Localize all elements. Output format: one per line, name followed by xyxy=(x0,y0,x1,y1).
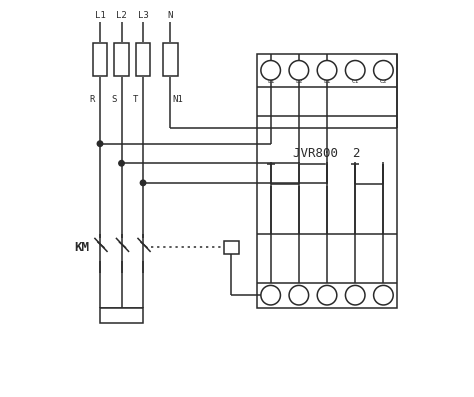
Circle shape xyxy=(289,285,309,305)
Bar xyxy=(100,308,143,324)
Circle shape xyxy=(261,285,281,305)
Circle shape xyxy=(317,60,337,80)
Text: 14: 14 xyxy=(267,285,274,290)
Text: T: T xyxy=(133,95,138,104)
Text: L2: L2 xyxy=(116,12,127,20)
Bar xyxy=(136,43,150,76)
Bar xyxy=(93,43,107,76)
Bar xyxy=(224,241,238,254)
Circle shape xyxy=(289,60,309,80)
Text: L1: L1 xyxy=(95,12,105,20)
Text: 12: 12 xyxy=(323,285,331,290)
Circle shape xyxy=(346,285,365,305)
Circle shape xyxy=(119,160,124,166)
Text: L1: L1 xyxy=(323,79,331,84)
Circle shape xyxy=(140,180,146,185)
Circle shape xyxy=(374,60,393,80)
Circle shape xyxy=(261,60,281,80)
Circle shape xyxy=(346,60,365,80)
Text: L3: L3 xyxy=(137,12,148,20)
Bar xyxy=(256,54,398,308)
Text: N1: N1 xyxy=(173,95,183,104)
Text: S: S xyxy=(111,95,117,104)
Text: 22: 22 xyxy=(380,285,387,290)
Text: C1: C1 xyxy=(351,79,359,84)
Text: 11: 11 xyxy=(295,285,302,290)
Text: R: R xyxy=(90,95,95,104)
Text: KM: KM xyxy=(226,243,236,252)
Circle shape xyxy=(317,285,337,305)
Bar xyxy=(115,43,128,76)
Text: L1: L1 xyxy=(267,79,274,84)
Text: LOAD: LOAD xyxy=(110,311,133,321)
Text: 21: 21 xyxy=(351,285,359,290)
Text: N: N xyxy=(168,12,173,20)
Text: L2: L2 xyxy=(295,79,302,84)
Text: KM: KM xyxy=(74,241,90,254)
Text: JVR800  2: JVR800 2 xyxy=(293,147,361,160)
Circle shape xyxy=(97,141,103,146)
Text: C2: C2 xyxy=(380,79,387,84)
Circle shape xyxy=(374,285,393,305)
Bar xyxy=(164,43,177,76)
